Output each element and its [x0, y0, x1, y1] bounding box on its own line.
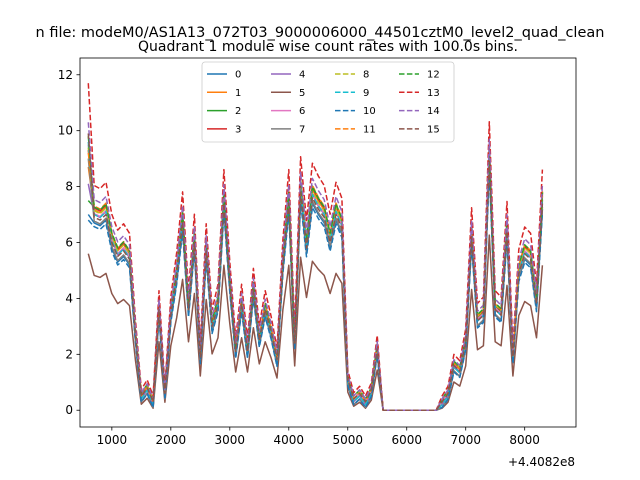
- legend-label-4: 4: [299, 70, 305, 81]
- plot-area: 1000 2000 3000 4000 5000 6000 7000 800002468101…: [58, 57, 577, 447]
- y-tick-label: 10: [58, 124, 73, 138]
- y-tick-label: 0: [65, 403, 73, 417]
- series-line-8: [87, 147, 544, 411]
- x-tick-label: 2000: [156, 433, 187, 447]
- legend-box: [201, 61, 455, 143]
- figure-suptitle: n file: modeM0/AS1A13_072T03_9000006000_…: [36, 25, 605, 41]
- y-tick-label: 6: [65, 236, 73, 250]
- legend-label-15: 15: [427, 124, 440, 135]
- chart-title: Quadrant 1 module wise count rates with …: [138, 39, 518, 55]
- legend-label-13: 13: [427, 88, 440, 99]
- x-tick-label: 8000: [509, 433, 540, 447]
- legend-label-5: 5: [299, 88, 305, 99]
- y-tick-label: 8: [65, 180, 73, 194]
- series-lines: [87, 83, 544, 411]
- legend-label-6: 6: [299, 106, 305, 117]
- x-tick-label: 1000: [97, 433, 128, 447]
- series-line-15: [87, 133, 544, 411]
- legend-label-10: 10: [363, 106, 376, 117]
- x-tick-label: 5000: [332, 433, 363, 447]
- legend-label-7: 7: [299, 124, 305, 135]
- x-offset-label: +4.4082e8: [508, 455, 575, 469]
- y-tick-label: 4: [65, 291, 73, 305]
- legend-label-14: 14: [427, 106, 440, 117]
- x-tick-label: 4000: [274, 433, 305, 447]
- legend-label-2: 2: [235, 106, 241, 117]
- legend-label-1: 1: [235, 88, 241, 99]
- series-line-14: [87, 122, 544, 411]
- y-tick-label: 12: [58, 68, 73, 82]
- legend-label-12: 12: [427, 70, 440, 81]
- x-tick-label: 7000: [450, 433, 481, 447]
- x-tick-label: 3000: [215, 433, 246, 447]
- y-tick-label: 2: [65, 347, 73, 361]
- legend-label-8: 8: [363, 70, 369, 81]
- x-tick-label: 6000: [391, 433, 422, 447]
- legend-label-9: 9: [363, 88, 369, 99]
- legend-label-11: 11: [363, 124, 376, 135]
- legend-label-0: 0: [235, 70, 241, 81]
- legend-label-3: 3: [235, 124, 241, 135]
